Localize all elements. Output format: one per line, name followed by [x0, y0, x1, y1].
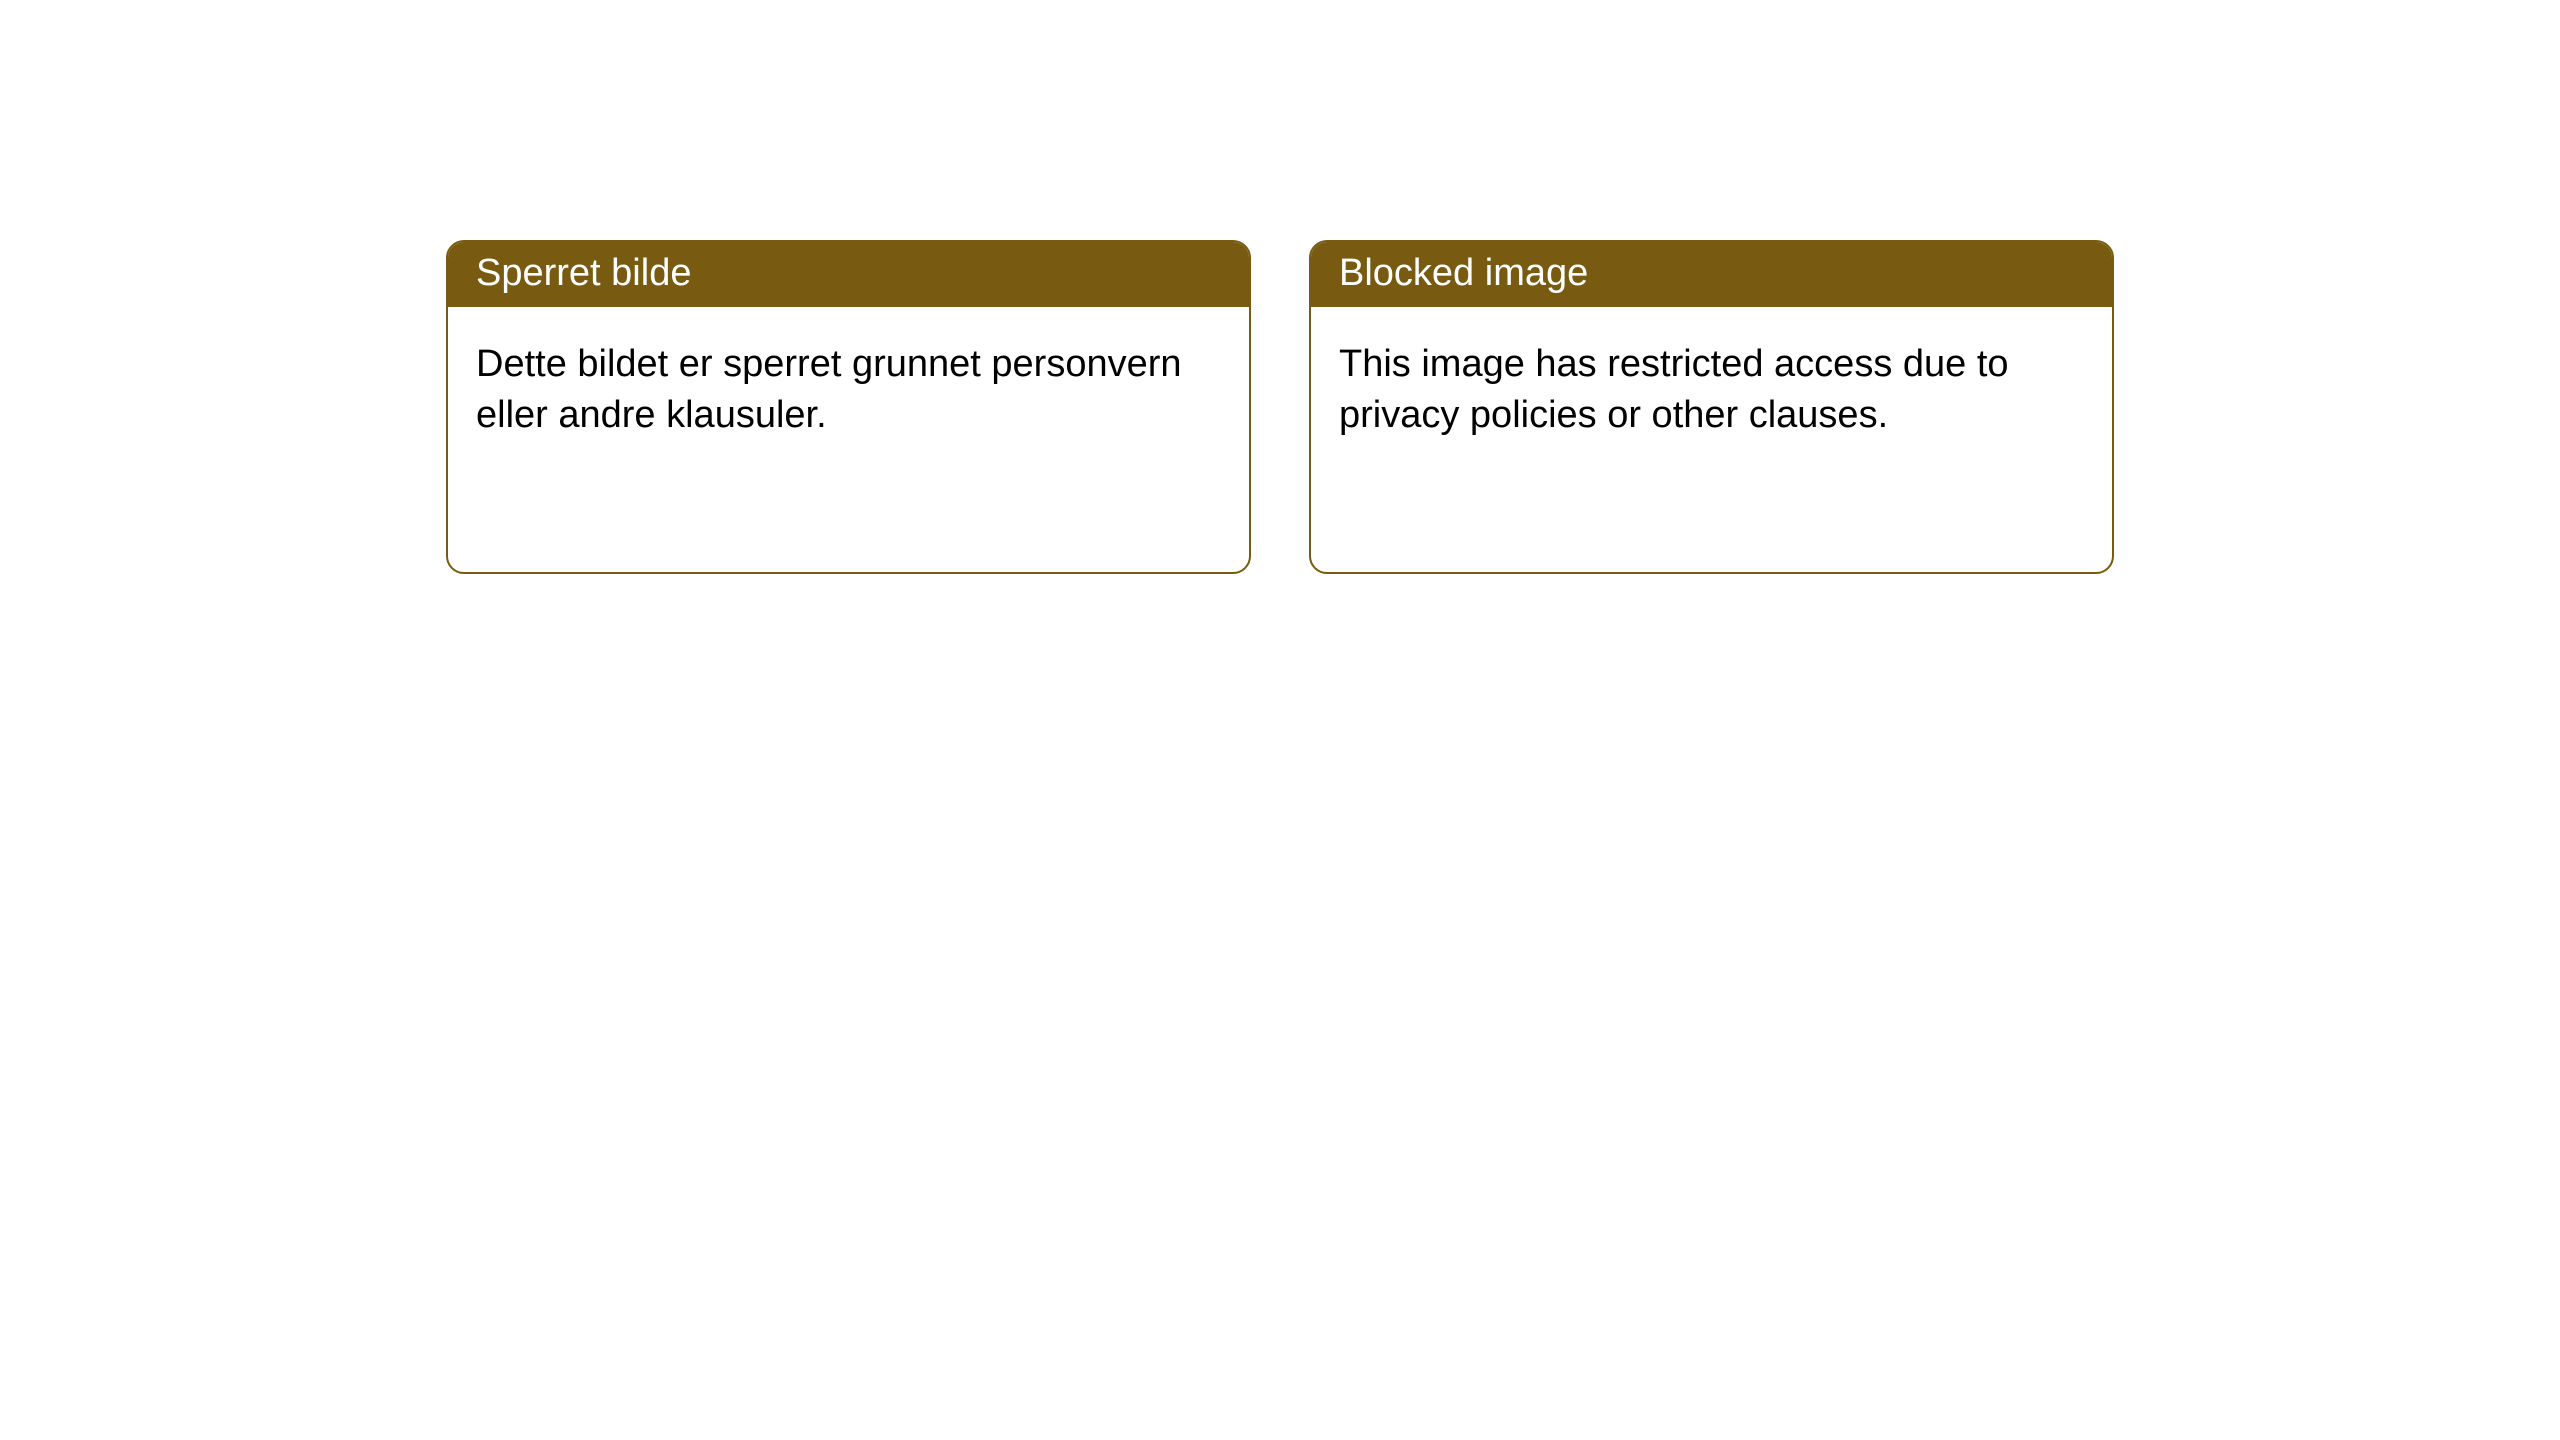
notice-card-body: Dette bildet er sperret grunnet personve…	[448, 307, 1249, 474]
notice-card-body: This image has restricted access due to …	[1311, 307, 2112, 474]
notice-cards-container: Sperret bilde Dette bildet er sperret gr…	[446, 240, 2114, 574]
notice-card-header: Sperret bilde	[448, 242, 1249, 307]
notice-card-header: Blocked image	[1311, 242, 2112, 307]
notice-card-body-text: This image has restricted access due to …	[1339, 343, 2009, 436]
notice-card-english: Blocked image This image has restricted …	[1309, 240, 2114, 574]
notice-card-norwegian: Sperret bilde Dette bildet er sperret gr…	[446, 240, 1251, 574]
notice-card-title: Sperret bilde	[476, 252, 691, 294]
notice-card-body-text: Dette bildet er sperret grunnet personve…	[476, 343, 1182, 436]
notice-card-title: Blocked image	[1339, 252, 1588, 294]
